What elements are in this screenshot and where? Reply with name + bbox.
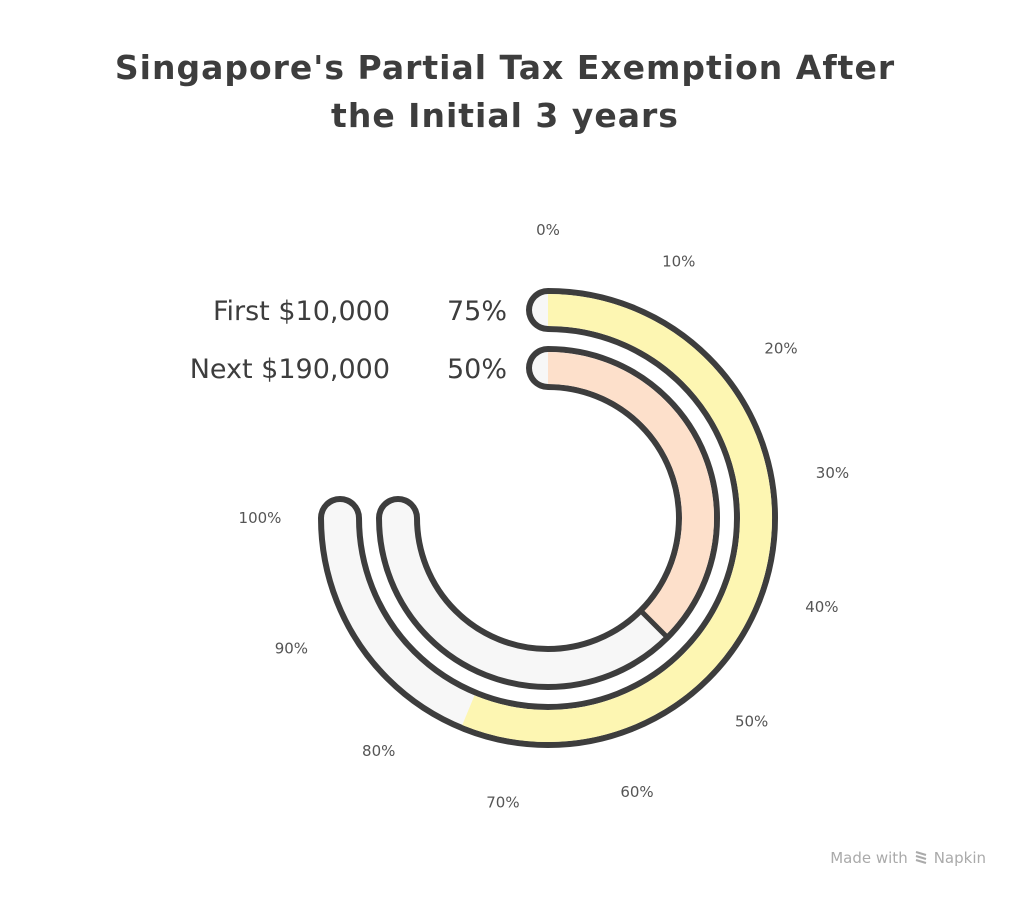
series-value-0: 75% [447,296,507,327]
napkin-logo-icon [915,850,927,865]
chart-title-line-1: Singapore's Partial Tax Exemption After [114,48,896,87]
napkin-watermark: Made with Napkin [830,849,986,867]
bar-1 [547,352,714,636]
series-label-0: First $10,000 [213,296,390,327]
bar-end-1 [638,608,670,640]
tick-label: 90% [275,640,308,658]
tick-label: 10% [662,252,695,270]
napkin-brand-text: Napkin [933,849,986,867]
made-with-text: Made with [830,849,908,867]
tick-label: 100% [239,509,282,527]
tick-label: 70% [486,793,519,811]
chart-title: Singapore's Partial Tax Exemption After … [0,44,1010,140]
tick-label: 60% [620,783,653,801]
series-value-1: 50% [447,354,507,385]
tick-label: 30% [816,464,849,482]
tick-label: 50% [735,713,768,731]
tick-label: 40% [805,598,838,616]
tick-label: 20% [764,340,797,358]
chart-title-line-2: the Initial 3 years [331,96,679,135]
series-label-1: Next $190,000 [190,354,390,385]
tick-label: 80% [362,742,395,760]
bar-0 [462,294,772,742]
tick-label: 0% [536,221,560,239]
